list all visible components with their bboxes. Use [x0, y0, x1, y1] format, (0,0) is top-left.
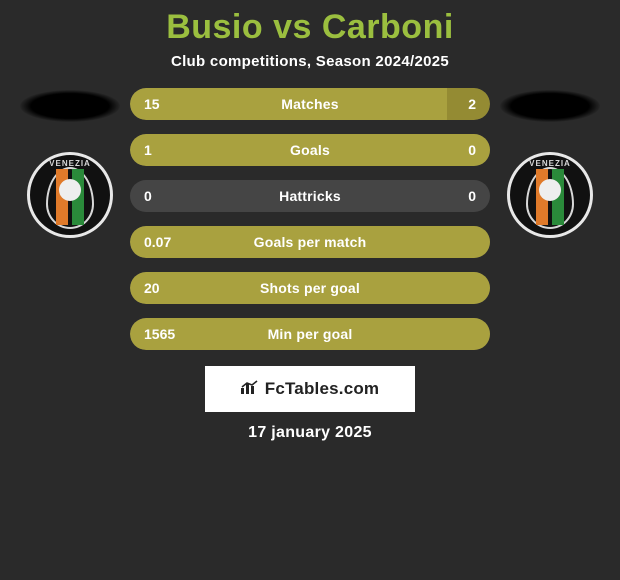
stat-bar: 20Shots per goal [130, 272, 490, 304]
stat-right-value: 0 [468, 180, 476, 212]
stat-label: Matches [130, 88, 490, 120]
stat-label: Hattricks [130, 180, 490, 212]
stats-bars: 15Matches21Goals00Hattricks00.07Goals pe… [130, 88, 490, 350]
badge-text-left: VENEZIA [49, 159, 91, 168]
comparison-row: VENEZIA 15Matches21Goals00Hattricks00.07… [0, 88, 620, 350]
stat-bar: 0.07Goals per match [130, 226, 490, 258]
player-right-column: VENEZIA [490, 88, 610, 238]
stat-label: Goals [130, 134, 490, 166]
player-left-shadow [20, 90, 120, 122]
page-subtitle: Club competitions, Season 2024/2025 [171, 53, 449, 70]
badge-text-right: VENEZIA [529, 159, 571, 168]
player-left-column: VENEZIA [10, 88, 130, 238]
player-right-shadow [500, 90, 600, 122]
site-label: FcTables.com [265, 379, 380, 399]
stat-label: Shots per goal [130, 272, 490, 304]
stat-bar: 0Hattricks0 [130, 180, 490, 212]
stat-label: Min per goal [130, 318, 490, 350]
player-right-club-badge: VENEZIA [507, 152, 593, 238]
stat-right-value: 0 [468, 134, 476, 166]
stat-bar: 1Goals0 [130, 134, 490, 166]
chart-icon [241, 380, 259, 399]
stat-bar: 1565Min per goal [130, 318, 490, 350]
badge-center-icon [59, 179, 81, 201]
stat-label: Goals per match [130, 226, 490, 258]
badge-center-icon [539, 179, 561, 201]
player-left-club-badge: VENEZIA [27, 152, 113, 238]
date-text: 17 january 2025 [248, 424, 372, 442]
page-title: Busio vs Carboni [166, 8, 454, 47]
stat-right-value: 2 [468, 88, 476, 120]
site-badge: FcTables.com [205, 366, 415, 412]
stat-bar: 15Matches2 [130, 88, 490, 120]
